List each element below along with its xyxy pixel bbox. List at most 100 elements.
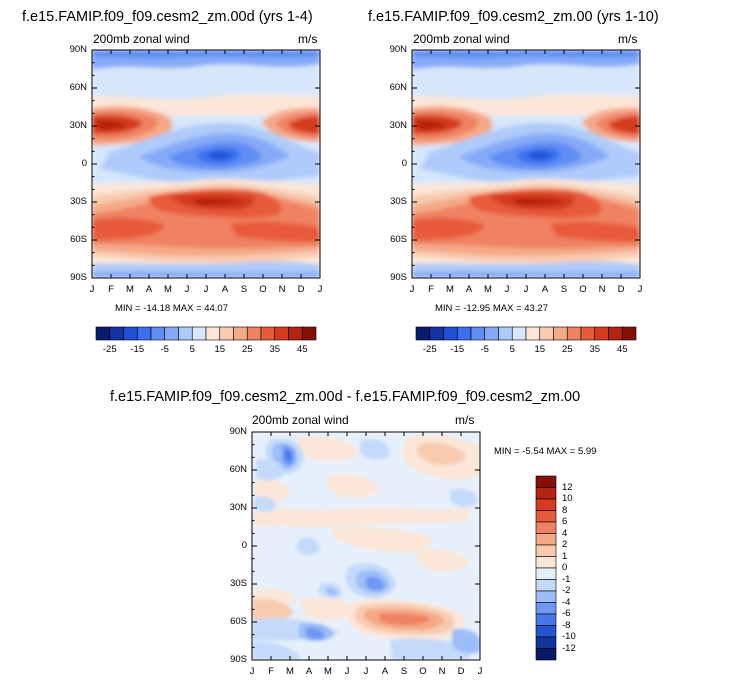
x-tick-label: J xyxy=(637,284,643,295)
colorbar-swatch-left xyxy=(178,326,193,341)
x-tick-label: D xyxy=(297,284,305,295)
colorbar-swatch-diff xyxy=(535,556,557,569)
colorbar-swatch-left xyxy=(191,326,207,341)
subtitle-left-units: m/s xyxy=(298,32,318,46)
colorbar-swatch-right xyxy=(498,326,513,341)
y-tick-label: 0 xyxy=(401,158,407,169)
x-tick-label: J xyxy=(523,284,529,295)
x-tick-label: J xyxy=(477,666,483,677)
colorbar-swatch-diff xyxy=(535,567,557,580)
colorbar-swatch-diff xyxy=(535,487,557,500)
colorbar-label: 5 xyxy=(509,344,515,355)
colorbar-swatch-right xyxy=(594,326,609,341)
y-tick-label: 90N xyxy=(389,44,407,55)
x-tick-label: O xyxy=(579,284,587,295)
colorbar-swatch-right xyxy=(484,326,499,341)
x-tick-label: D xyxy=(617,284,625,295)
x-tick-label: J xyxy=(184,284,190,295)
y-tick-label: 30S xyxy=(390,196,407,207)
y-tick-label: 90N xyxy=(69,44,87,55)
colorbar-label-diff: 8 xyxy=(562,504,568,516)
x-tick-label: N xyxy=(278,284,286,295)
title-left: f.e15.FAMIP.f09_f09.cesm2_zm.00d (yrs 1-… xyxy=(22,9,313,25)
colorbar-label-diff: -12 xyxy=(562,642,576,654)
colorbar-label: 45 xyxy=(616,344,628,355)
x-tick-label: J xyxy=(317,284,323,295)
colorbar-label-diff: 4 xyxy=(562,527,568,539)
x-tick-label: J xyxy=(344,666,350,677)
y-tick-label: 30S xyxy=(70,196,87,207)
x-tick-label: A xyxy=(465,284,473,295)
minmax-left: MIN = -14.18 MAX = 44.07 xyxy=(115,303,229,314)
colorbar-label: -15 xyxy=(450,344,465,355)
colorbar-swatch-left xyxy=(164,326,179,341)
y-tick-label: 30S xyxy=(230,578,247,589)
colorbar-swatch-left xyxy=(219,326,234,341)
colorbar-swatch-right xyxy=(415,326,431,341)
subtitle-right-variable: 200mb zonal wind xyxy=(413,32,510,46)
y-tick-label: 60N xyxy=(389,82,407,93)
x-tick-label: D xyxy=(457,666,465,677)
colorbar-swatch-left xyxy=(301,326,317,341)
colorbar-swatch-diff xyxy=(535,590,557,603)
y-tick-label: 30N xyxy=(389,120,407,131)
x-tick-label: J xyxy=(363,666,369,677)
colorbar-swatch-diff xyxy=(535,521,557,534)
x-tick-label: M xyxy=(164,284,172,295)
colorbar-label-diff: -2 xyxy=(562,585,571,596)
x-tick-label: A xyxy=(541,284,549,295)
colorbar-swatch-right xyxy=(580,326,596,341)
title-right: f.e15.FAMIP.f09_f09.cesm2_zm.00 (yrs 1-1… xyxy=(368,9,659,25)
colorbar-label-diff: 0 xyxy=(562,562,568,573)
colorbar-label-diff: 12 xyxy=(562,481,573,493)
y-tick-label: 90N xyxy=(229,426,247,437)
colorbar-label-diff: 1 xyxy=(562,550,568,562)
colorbar-swatch-left xyxy=(136,326,152,341)
colorbar-swatch-right xyxy=(608,326,623,341)
x-tick-label: M xyxy=(484,284,492,295)
colorbar-swatch-left xyxy=(205,326,221,341)
colorbar-swatch-right xyxy=(566,326,582,341)
x-tick-label: M xyxy=(446,284,454,295)
colorbar-label: 15 xyxy=(214,344,226,355)
colorbar-swatch-left xyxy=(233,326,248,341)
colorbar-swatch-right xyxy=(429,326,444,341)
x-tick-label: N xyxy=(598,284,606,295)
colorbar-swatch-right xyxy=(621,326,637,341)
colorbar-swatch-diff xyxy=(535,636,557,649)
colorbar-label: 35 xyxy=(269,344,281,355)
x-tick-label: A xyxy=(305,666,313,677)
y-tick-label: 0 xyxy=(81,158,87,169)
y-tick-label: 0 xyxy=(241,540,247,551)
colorbar-label-diff: -1 xyxy=(562,573,571,585)
colorbar-label: 25 xyxy=(561,344,573,355)
colorbar-swatch-left xyxy=(274,326,289,341)
y-tick-label: 90S xyxy=(70,272,87,283)
x-tick-label: F xyxy=(108,284,114,295)
colorbar-swatch-left xyxy=(260,326,276,341)
colorbar-swatch-left xyxy=(123,326,138,341)
colorbar-label: 15 xyxy=(534,344,546,355)
title-bottom: f.e15.FAMIP.f09_f09.cesm2_zm.00d - f.e15… xyxy=(110,389,581,405)
x-tick-label: O xyxy=(259,284,267,295)
x-tick-label: S xyxy=(400,666,408,677)
colorbar-label: -25 xyxy=(422,344,437,355)
colorbar-swatch-diff xyxy=(535,544,557,557)
field-diff xyxy=(252,432,480,660)
subtitle-left-variable: 200mb zonal wind xyxy=(93,32,190,46)
x-tick-label: N xyxy=(438,666,446,677)
x-tick-label: J xyxy=(504,284,510,295)
axes-layer xyxy=(91,49,641,661)
x-tick-label: A xyxy=(221,284,229,295)
x-tick-label: A xyxy=(145,284,153,295)
colorbar-swatch-right xyxy=(525,326,541,341)
subtitle-right-units: m/s xyxy=(618,32,638,46)
x-tick-label: S xyxy=(240,284,248,295)
colorbar-swatch-right xyxy=(456,326,472,341)
colorbar-swatch-diff xyxy=(535,533,557,546)
colorbar-label: -5 xyxy=(160,344,169,355)
colorbar-swatch-right xyxy=(470,326,486,341)
x-tick-label: F xyxy=(268,666,274,677)
colorbar-layer xyxy=(95,326,637,661)
